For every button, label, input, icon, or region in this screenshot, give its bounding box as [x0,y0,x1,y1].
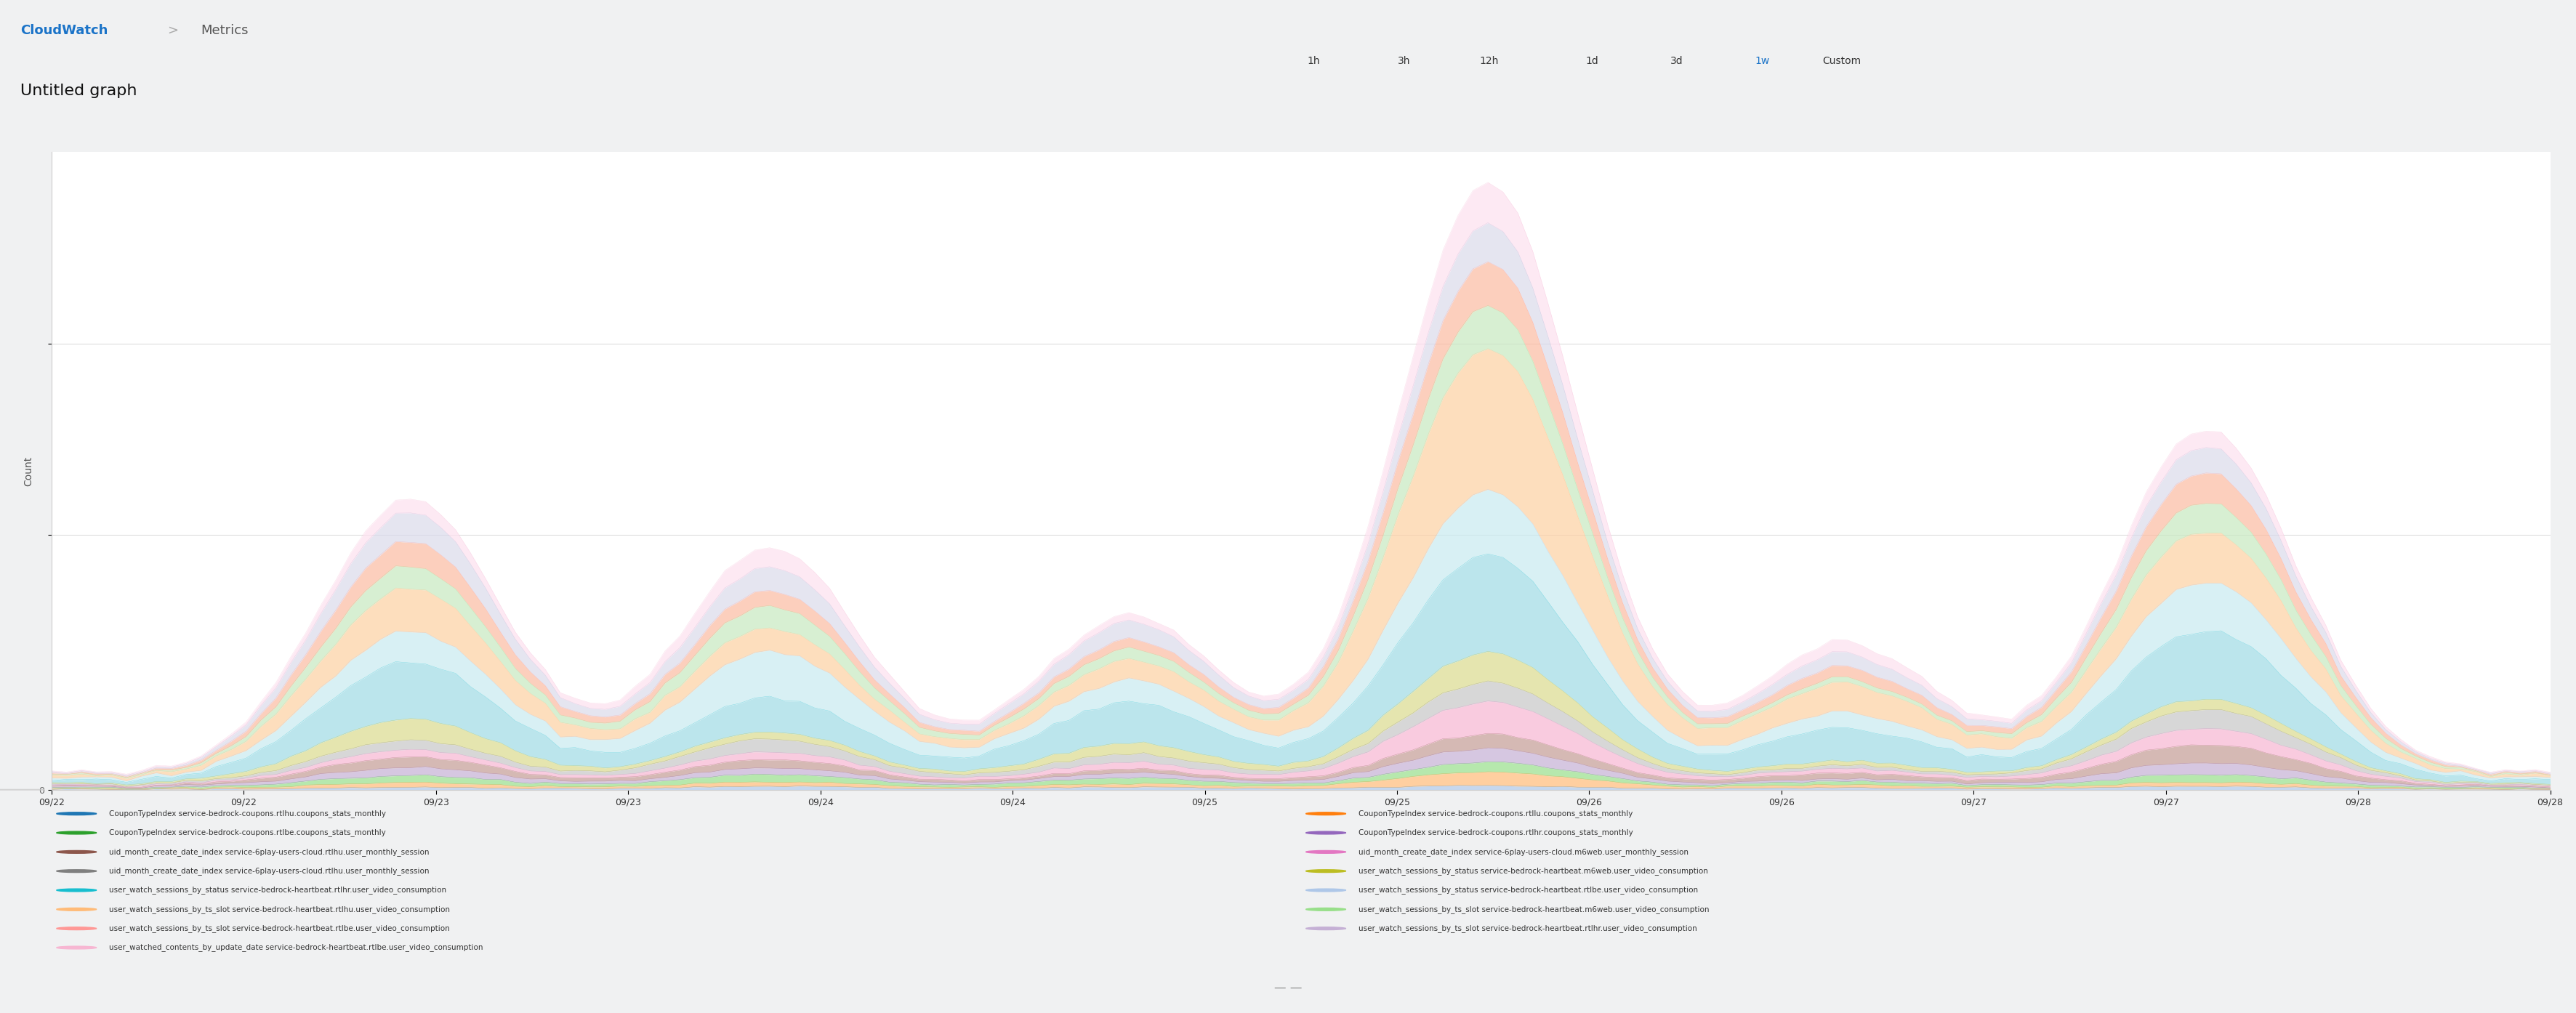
Circle shape [1306,851,1345,853]
Text: user_watch_sessions_by_status service-bedrock-heartbeat.rtlhr.user_video_consump: user_watch_sessions_by_status service-be… [108,886,446,894]
Text: 1h: 1h [1309,56,1319,66]
Text: uid_month_create_date_index service-6play-users-cloud.m6web.user_monthly_session: uid_month_create_date_index service-6pla… [1358,848,1687,856]
Circle shape [57,851,95,853]
Text: uid_month_create_date_index service-6play-users-cloud.rtlhu.user_monthly_session: uid_month_create_date_index service-6pla… [108,848,430,856]
Circle shape [57,946,95,949]
Y-axis label: Count: Count [23,456,33,486]
Text: 3d: 3d [1672,56,1682,66]
Circle shape [1306,927,1345,930]
Text: 12h: 12h [1479,56,1499,66]
Circle shape [1306,832,1345,834]
Text: 1d: 1d [1584,56,1600,66]
Text: Custom: Custom [1824,56,1860,66]
Text: CouponTypeIndex service-bedrock-coupons.rtllu.coupons_stats_monthly: CouponTypeIndex service-bedrock-coupons.… [1358,809,1633,817]
Circle shape [1306,908,1345,911]
Text: user_watch_sessions_by_ts_slot service-bedrock-heartbeat.rtlhr.user_video_consum: user_watch_sessions_by_ts_slot service-b… [1358,925,1698,932]
Text: Metrics: Metrics [201,24,247,36]
Text: user_watch_sessions_by_ts_slot service-bedrock-heartbeat.m6web.user_video_consum: user_watch_sessions_by_ts_slot service-b… [1358,906,1708,914]
Text: user_watched_contents_by_update_date service-bedrock-heartbeat.rtlbe.user_video_: user_watched_contents_by_update_date ser… [108,944,482,951]
Text: 3h: 3h [1399,56,1409,66]
Text: user_watch_sessions_by_ts_slot service-bedrock-heartbeat.rtlbe.user_video_consum: user_watch_sessions_by_ts_slot service-b… [108,925,451,932]
Text: CouponTypeIndex service-bedrock-coupons.rtlhr.coupons_stats_monthly: CouponTypeIndex service-bedrock-coupons.… [1358,829,1633,837]
Text: user_watch_sessions_by_status service-bedrock-heartbeat.m6web.user_video_consump: user_watch_sessions_by_status service-be… [1358,867,1708,875]
Text: user_watch_sessions_by_ts_slot service-bedrock-heartbeat.rtlhu.user_video_consum: user_watch_sessions_by_ts_slot service-b… [108,906,451,914]
Text: 1w: 1w [1754,56,1770,66]
Text: CouponTypeIndex service-bedrock-coupons.rtlbe.coupons_stats_monthly: CouponTypeIndex service-bedrock-coupons.… [108,829,386,837]
Circle shape [57,888,95,891]
Circle shape [57,908,95,911]
Circle shape [57,927,95,930]
Text: uid_month_create_date_index service-6play-users-cloud.rtlhu.user_monthly_session: uid_month_create_date_index service-6pla… [108,867,430,875]
Text: CloudWatch: CloudWatch [21,24,108,36]
Circle shape [1306,888,1345,891]
Text: user_watch_sessions_by_status service-bedrock-heartbeat.rtlbe.user_video_consump: user_watch_sessions_by_status service-be… [1358,886,1698,894]
Text: Untitled graph: Untitled graph [21,84,137,98]
Circle shape [57,832,95,834]
Circle shape [1306,870,1345,872]
Circle shape [57,870,95,872]
Text: CouponTypeIndex service-bedrock-coupons.rtlhu.coupons_stats_monthly: CouponTypeIndex service-bedrock-coupons.… [108,809,386,817]
Circle shape [1306,812,1345,815]
Circle shape [57,812,95,815]
Text: — —: — — [1275,982,1301,994]
Text: >: > [167,24,178,36]
